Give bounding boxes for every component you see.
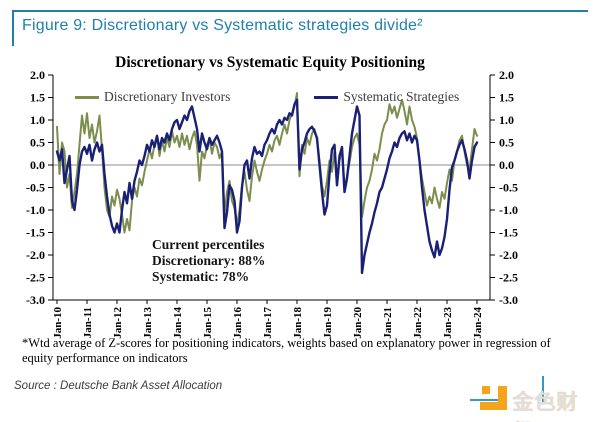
axis-tick-label: 0.0: [499, 158, 514, 172]
x-axis-label: Jan-24: [472, 307, 484, 339]
axis-tick-label: 2.0: [499, 68, 514, 82]
figure-title: Figure 9: Discretionary vs Systematic st…: [22, 17, 423, 34]
axis-tick-label: 0.5: [499, 136, 514, 150]
x-axis-label: Jan-17: [262, 307, 274, 339]
systematic-line-swatch: [314, 95, 339, 99]
current-percentiles-annotation: Current percentiles Discretionary: 88% S…: [152, 237, 265, 285]
watermark-crosshair-v-line: [542, 376, 544, 402]
x-axis-label: Jan-11: [82, 307, 94, 338]
legend-label-discretionary: Discretionary Investors: [104, 89, 231, 104]
axis-tick-label: 1.5: [499, 91, 514, 105]
legend-item-systematic: Systematic Strategies: [314, 89, 459, 105]
x-axis-label: Jan-12: [112, 307, 124, 339]
x-axis-label: Jan-22: [412, 307, 424, 339]
axis-tick-label: -2.5: [26, 271, 45, 285]
figure-left-rule: [12, 10, 14, 46]
jinse-logo-bar: [498, 386, 507, 410]
x-axis-label: Jan-23: [442, 307, 454, 339]
axis-tick-label: 2.0: [30, 68, 45, 82]
x-axis-label: Jan-15: [202, 307, 214, 339]
axis-tick-label: -2.0: [26, 248, 45, 262]
axis-tick-label: -0.5: [499, 181, 518, 195]
x-axis-label: Jan-20: [352, 307, 364, 339]
watermark-text: 金色财经: [512, 390, 578, 422]
axis-tick-label: 0.0: [30, 158, 45, 172]
x-axis-label: Jan-18: [292, 307, 304, 339]
axis-tick-label: -1.5: [26, 226, 45, 240]
axis-tick-label: -2.0: [499, 248, 518, 262]
legend-item-discretionary: Discretionary Investors: [75, 89, 230, 105]
watermark-crosshair-h-line: [470, 399, 498, 401]
chart-title: Discretionary vs Systematic Equity Posit…: [115, 54, 425, 71]
discretionary-line-swatch: [75, 95, 99, 99]
axis-tick-label: -1.5: [499, 226, 518, 240]
jinse-watermark: 金色财经: [470, 376, 596, 422]
annotation-line-1: Current percentiles: [152, 237, 265, 252]
axis-tick-label: 0.5: [30, 136, 45, 150]
x-axis-label: Jan-13: [142, 307, 154, 339]
axis-tick-label: -0.5: [26, 181, 45, 195]
x-axis-label: Jan-19: [322, 307, 334, 339]
positioning-chart: 2.0 2.0 1.5 1.5 1.0 1.0 0.5 0.5 0.0 0.0 -0.5 -0.5 -1…: [26, 68, 518, 339]
x-axis-label: Jan-16: [232, 307, 244, 339]
axis-tick-label: -1.0: [26, 203, 45, 217]
axis-tick-label: 1.0: [499, 113, 514, 127]
legend-label-systematic: Systematic Strategies: [343, 89, 460, 104]
annotation-line-2: Discretionary: 88%: [152, 253, 266, 268]
source-line: Source : Deutsche Bank Asset Allocation: [14, 380, 223, 392]
chart-legend: Discretionary Investors Systematic Strat…: [0, 89, 600, 105]
axis-tick-label: -2.5: [499, 271, 518, 285]
axis-tick-label: 1.5: [30, 91, 45, 105]
footnote: *Wtd average of Z-scores for positioning…: [22, 336, 551, 366]
jinse-logo-foot: [480, 402, 507, 410]
jinse-logo-icon: [480, 384, 510, 414]
figure-top-rule: [12, 10, 588, 12]
x-axis-label: Jan-10: [52, 307, 64, 339]
annotation-line-3: Systematic: 78%: [152, 269, 250, 284]
discretionary-series-line: [56, 92, 478, 234]
x-axis-label: Jan-14: [172, 307, 184, 339]
axis-tick-label: -3.0: [26, 293, 45, 307]
axis-tick-label: -3.0: [499, 293, 518, 307]
jinse-logo-dot: [482, 386, 490, 394]
systematic-series-line: [55, 98, 479, 275]
axis-tick-label: 1.0: [30, 113, 45, 127]
x-axis-label: Jan-21: [382, 307, 394, 339]
axis-tick-label: -1.0: [499, 203, 518, 217]
